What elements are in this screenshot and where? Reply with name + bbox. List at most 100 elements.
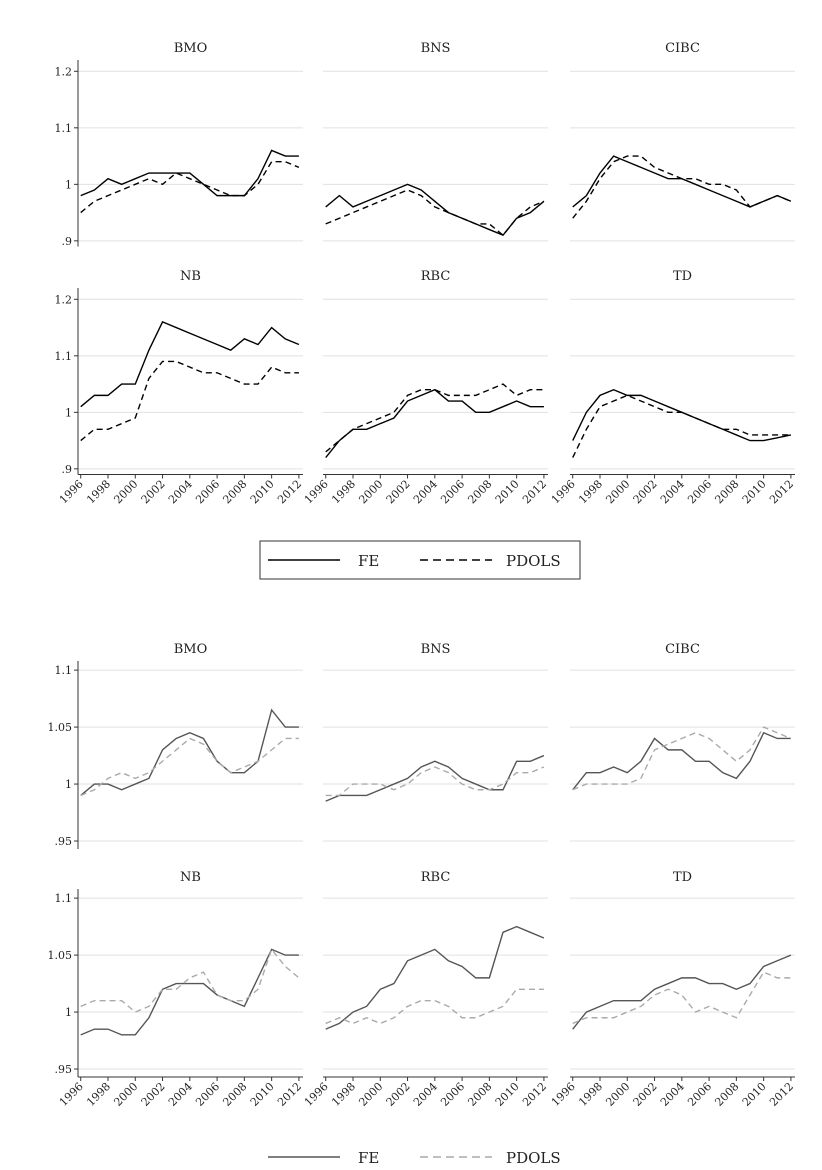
panel-title: CIBC <box>665 41 700 56</box>
y-tick-label: 1.2 <box>55 65 73 78</box>
x-tick-label: 2012 <box>520 477 549 506</box>
x-tick-label: 1996 <box>549 1080 578 1109</box>
x-tick-label: 2000 <box>356 1080 385 1109</box>
series-line <box>80 947 300 1013</box>
x-tick-label: 2010 <box>493 1080 522 1109</box>
x-tick-label: 2004 <box>411 1080 440 1109</box>
x-tick-label: 2002 <box>139 477 168 506</box>
y-tick-label: .9 <box>62 463 73 476</box>
panel-title: TD <box>673 269 692 284</box>
y-tick-label: 1.2 <box>55 293 73 306</box>
legend-label: FE <box>358 1149 379 1167</box>
y-tick-label: .9 <box>62 235 73 248</box>
x-tick-label: 2006 <box>193 477 222 506</box>
x-tick-label: 2008 <box>712 1080 741 1109</box>
series-line <box>325 988 544 1025</box>
x-tick-label: 2008 <box>712 477 741 506</box>
x-tick-label: 2010 <box>248 1080 277 1109</box>
x-tick-label: 2000 <box>603 1080 632 1109</box>
panel-title: BNS <box>421 41 451 56</box>
x-tick-label: 2006 <box>438 477 467 506</box>
y-tick-label: .95 <box>55 1063 73 1076</box>
x-tick-label: 2004 <box>658 1080 687 1109</box>
x-tick-label: 2012 <box>767 1080 796 1109</box>
series-line <box>572 388 792 442</box>
x-tick-label: 2004 <box>166 1080 195 1109</box>
x-tick-label: 2012 <box>275 477 304 506</box>
panel-title: BMO <box>174 41 208 56</box>
x-tick-label: 1998 <box>576 1080 605 1109</box>
panel-title: RBC <box>421 870 451 885</box>
y-tick-label: 1.1 <box>55 122 73 135</box>
x-tick-label: 1998 <box>84 1080 113 1109</box>
x-tick-label: 2000 <box>356 477 385 506</box>
y-tick-label: 1.1 <box>55 350 73 363</box>
x-tick-label: 2000 <box>603 477 632 506</box>
legend-label: PDOLS <box>506 552 561 570</box>
x-tick-label: 1996 <box>302 1080 331 1109</box>
x-tick-label: 2002 <box>631 1080 660 1109</box>
legend-box <box>259 540 581 580</box>
panel-title: NB <box>180 269 201 284</box>
x-tick-label: 2004 <box>411 477 440 506</box>
y-tick-label: 1 <box>65 778 72 791</box>
x-tick-label: 2006 <box>685 477 714 506</box>
x-tick-label: 2010 <box>493 477 522 506</box>
series-line <box>325 754 545 802</box>
series-line <box>80 360 299 442</box>
series-line <box>572 394 791 458</box>
y-tick-label: 1 <box>65 178 72 191</box>
series-line <box>572 731 791 791</box>
y-tick-label: 1 <box>65 406 72 419</box>
series-line <box>572 155 792 219</box>
series-line <box>572 954 792 1030</box>
x-tick-label: 2002 <box>139 1080 168 1109</box>
series-line <box>80 948 299 1036</box>
x-tick-label: 2010 <box>740 477 769 506</box>
y-tick-label: 1.1 <box>55 664 73 677</box>
x-tick-label: 1998 <box>576 477 605 506</box>
series-line <box>80 161 300 214</box>
x-tick-label: 1996 <box>57 1080 86 1109</box>
series-line <box>325 766 545 797</box>
x-tick-label: 2002 <box>384 1080 413 1109</box>
series-line <box>80 321 300 408</box>
series-line <box>572 155 792 208</box>
x-tick-label: 1998 <box>329 1080 358 1109</box>
series-line <box>572 971 791 1025</box>
series-line <box>80 737 299 797</box>
x-tick-label: 2006 <box>438 1080 467 1109</box>
x-tick-label: 2010 <box>248 477 277 506</box>
x-tick-label: 2012 <box>767 477 796 506</box>
y-tick-label: 1 <box>65 1006 72 1019</box>
x-tick-label: 2008 <box>465 1080 494 1109</box>
x-tick-label: 2008 <box>220 1080 249 1109</box>
series-line <box>325 189 545 237</box>
x-tick-label: 2000 <box>111 477 140 506</box>
x-tick-label: 1998 <box>329 477 358 506</box>
legend-label: PDOLS <box>506 1149 561 1167</box>
x-tick-label: 1996 <box>302 477 331 506</box>
series-line <box>80 708 299 796</box>
y-tick-label: 1.05 <box>48 949 73 962</box>
panel-title: NB <box>180 870 201 885</box>
y-tick-label: .95 <box>55 835 73 848</box>
series-line <box>572 726 792 791</box>
series-line <box>325 388 544 458</box>
x-tick-label: 1996 <box>57 477 86 506</box>
x-tick-label: 2000 <box>111 1080 140 1109</box>
x-tick-label: 2006 <box>685 1080 714 1109</box>
panel-title: BMO <box>174 642 208 657</box>
series-line <box>325 925 545 1030</box>
x-tick-label: 2002 <box>631 477 660 506</box>
x-tick-label: 2006 <box>193 1080 222 1109</box>
series-line <box>80 149 299 197</box>
x-tick-label: 2012 <box>520 1080 549 1109</box>
x-tick-label: 1996 <box>549 477 578 506</box>
panel-title: TD <box>673 870 692 885</box>
x-tick-label: 2008 <box>465 477 494 506</box>
y-tick-label: 1.1 <box>55 892 73 905</box>
x-tick-label: 1998 <box>84 477 113 506</box>
